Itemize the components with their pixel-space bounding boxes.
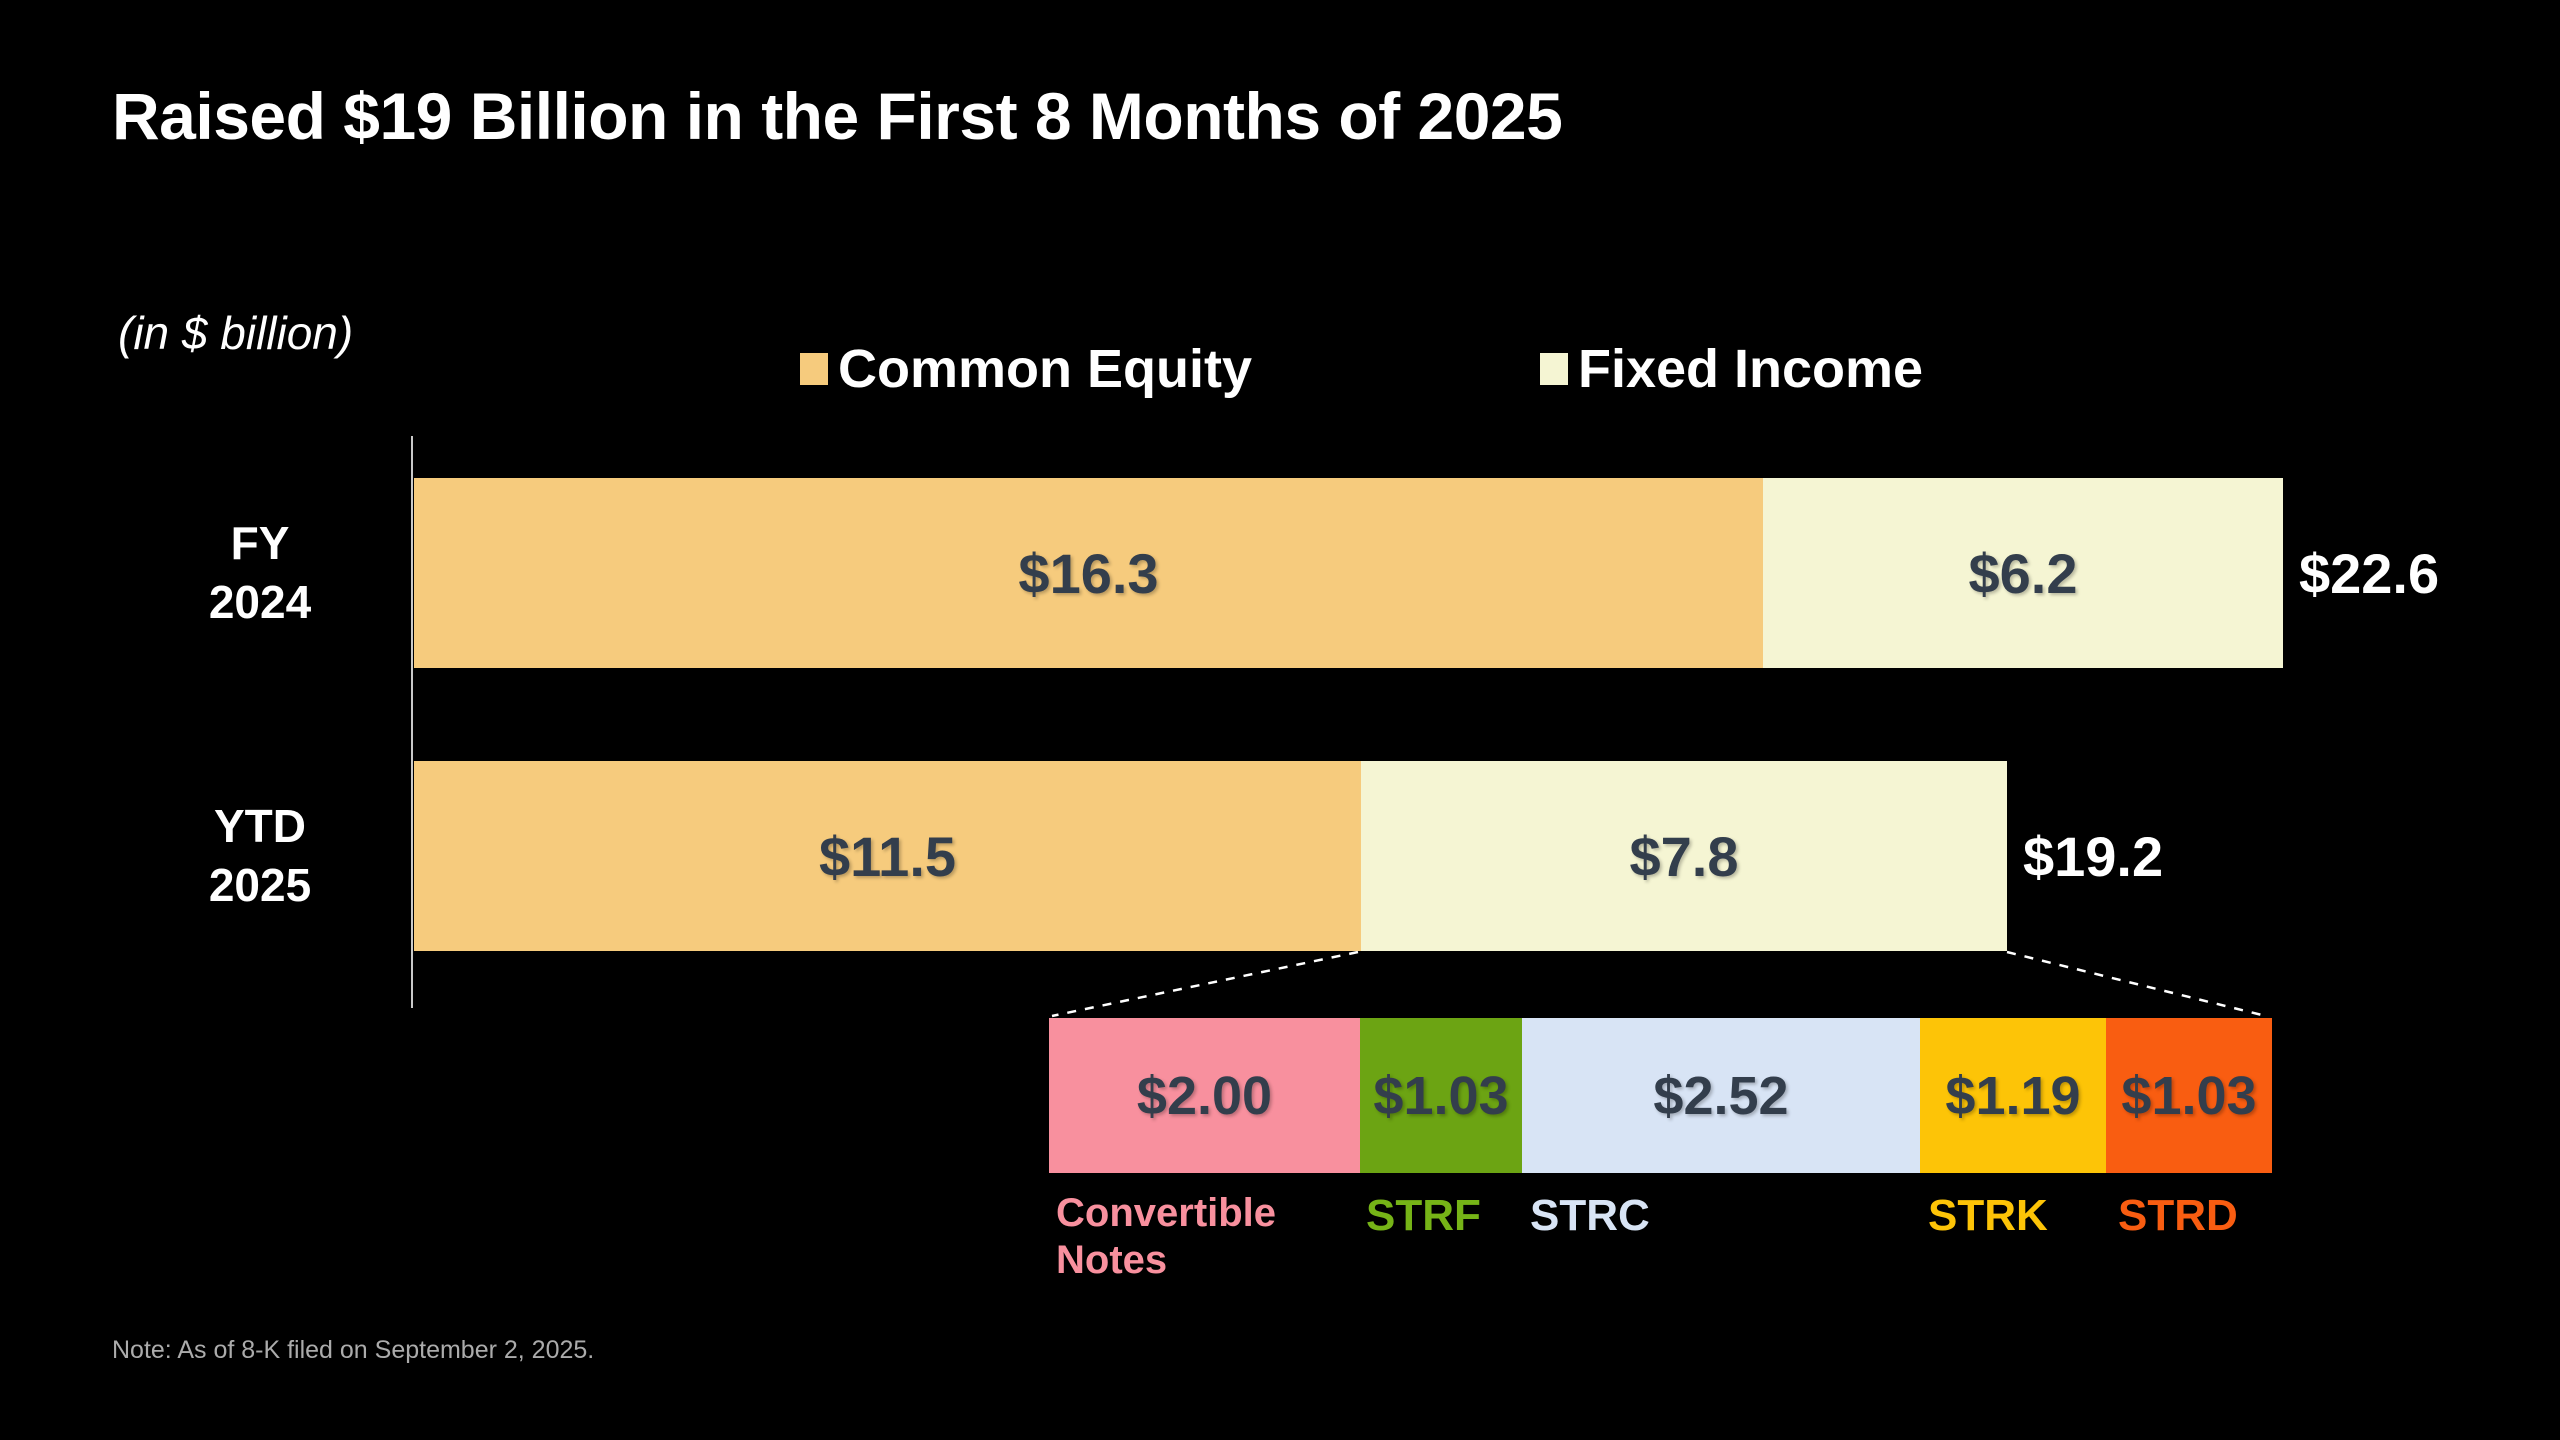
fixed-income-breakdown-bar: $2.00 $1.03 $2.52 $1.19 $1.03 xyxy=(1049,1018,2272,1173)
fixed-income-swatch-icon xyxy=(1540,353,1568,385)
leader-line-left xyxy=(1051,950,1359,1018)
legend-label-fixed-income: Fixed Income xyxy=(1578,339,1924,399)
breakdown-segment-strk: $1.19 xyxy=(1920,1018,2106,1173)
page-title: Raised $19 Billion in the First 8 Months… xyxy=(112,79,1563,153)
row-label-fy-2024: FY 2024 xyxy=(120,478,400,668)
breakdown-label-strc: STRC xyxy=(1530,1191,1650,1240)
bar-fy-2024-total: $22.6 xyxy=(2299,541,2440,605)
bar-fy-2024-common-equity-value: $16.3 xyxy=(1018,541,1159,605)
units-label: (in $ billion) xyxy=(118,307,354,359)
breakdown-value-convertible-notes: $2.00 xyxy=(1136,1065,1273,1126)
breakdown-value-strf: $1.03 xyxy=(1373,1065,1509,1126)
row-label-ytd-2025: YTD 2025 xyxy=(120,761,400,951)
bar-ytd-2025: $11.5 $7.8 $19.2 xyxy=(414,761,2163,951)
breakdown-segment-convertible-notes: $2.00 xyxy=(1049,1018,1360,1173)
common-equity-swatch-icon xyxy=(800,353,828,385)
bar-ytd-2025-common-equity-value: $11.5 xyxy=(818,824,957,888)
breakdown-segment-strd: $1.03 xyxy=(2106,1018,2272,1173)
y-axis-line xyxy=(411,436,413,1008)
breakdown-label-convertible-notes: Convertible Notes xyxy=(1056,1191,1277,1283)
breakdown-segment-strc: $2.52 xyxy=(1522,1018,1920,1173)
breakdown-segment-strf: $1.03 xyxy=(1360,1018,1522,1173)
breakdown-label-strk: STRK xyxy=(1928,1191,2048,1240)
breakdown-value-strd: $1.03 xyxy=(2121,1065,2257,1126)
breakdown-value-strc: $2.52 xyxy=(1653,1065,1789,1126)
row-label-fy-2024-line1: FY xyxy=(230,517,290,570)
bar-fy-2024-fixed-income-segment: $6.2 xyxy=(1763,478,2283,668)
bar-fy-2024-fixed-income-value: $6.2 xyxy=(1968,541,2078,605)
bar-ytd-2025-total: $19.2 xyxy=(2023,824,2164,888)
bar-fy-2024-common-equity-segment: $16.3 xyxy=(414,478,1763,668)
bar-ytd-2025-fixed-income-segment: $7.8 xyxy=(1361,761,2007,951)
row-label-fy-2024-line2: 2024 xyxy=(208,576,312,628)
bar-ytd-2025-fixed-income-value: $7.8 xyxy=(1629,824,1739,888)
footnote: Note: As of 8-K filed on September 2, 20… xyxy=(112,1336,595,1364)
breakdown-label-strf: STRF xyxy=(1366,1191,1481,1240)
bar-ytd-2025-common-equity-segment: $11.5 xyxy=(414,761,1361,951)
breakdown-value-strk: $1.19 xyxy=(1945,1065,2081,1126)
legend-item-fixed-income: Fixed Income xyxy=(1540,338,1923,400)
breakdown-label-strd: STRD xyxy=(2118,1191,2238,1240)
leader-line-right xyxy=(2006,950,2267,1018)
legend-item-common-equity: Common Equity xyxy=(800,338,1252,400)
legend-label-common-equity: Common Equity xyxy=(838,339,1252,399)
row-label-ytd-2025-line1: YTD xyxy=(214,800,306,853)
row-label-ytd-2025-line2: 2025 xyxy=(208,859,312,911)
bar-fy-2024: $16.3 $6.2 $22.6 xyxy=(414,478,2439,668)
